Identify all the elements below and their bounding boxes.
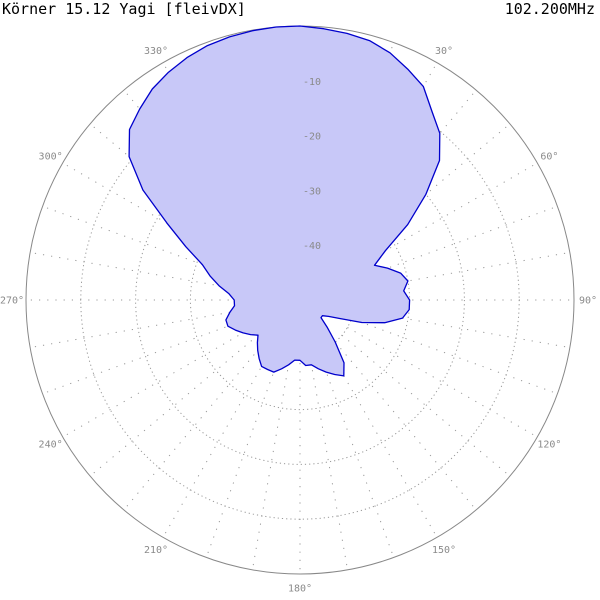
grid-spoke-120 <box>347 326 538 438</box>
radiation-pattern <box>128 25 441 377</box>
db-label-30: -30 <box>303 186 321 197</box>
angle-label-90: 90° <box>579 296 597 307</box>
grid-spoke-170 <box>309 353 349 570</box>
tick-labels: 30° 60° 90° 120° 150° 180° 210° 240° 270° 300° 330… <box>0 46 597 594</box>
grid-spoke-220 <box>123 341 266 511</box>
grid-spoke-240 <box>62 326 253 438</box>
angle-label-210: 210° <box>144 545 168 556</box>
grid-spoke-160 <box>318 351 395 558</box>
frequency-label: 102.200MHz <box>505 0 595 18</box>
angle-label-60: 60° <box>540 152 558 163</box>
grid-spoke-230 <box>89 334 259 477</box>
grid-spoke-190 <box>251 353 291 570</box>
angle-label-30: 30° <box>435 46 453 57</box>
grid-ring-10 <box>80 80 520 520</box>
angle-label-330: 330° <box>144 46 168 57</box>
angle-label-240: 240° <box>39 440 63 451</box>
angle-label-270: 270° <box>0 296 24 307</box>
grid-spoke-110 <box>351 318 558 395</box>
angle-label-300: 300° <box>39 152 63 163</box>
angle-label-180: 180° <box>288 584 312 595</box>
angle-label-150: 150° <box>432 545 456 556</box>
db-label-40: -40 <box>303 241 321 252</box>
grid-ring-20 <box>135 135 465 465</box>
grid-spoke-210 <box>162 347 274 538</box>
pattern-polygon <box>128 25 441 377</box>
db-label-20: -20 <box>303 132 321 143</box>
grid-spoke-130 <box>341 334 511 477</box>
angle-label-120: 120° <box>537 440 561 451</box>
chart-title: Körner 15.12 Yagi [fleivDX] <box>2 0 246 18</box>
db-label-10: -10 <box>303 77 321 88</box>
